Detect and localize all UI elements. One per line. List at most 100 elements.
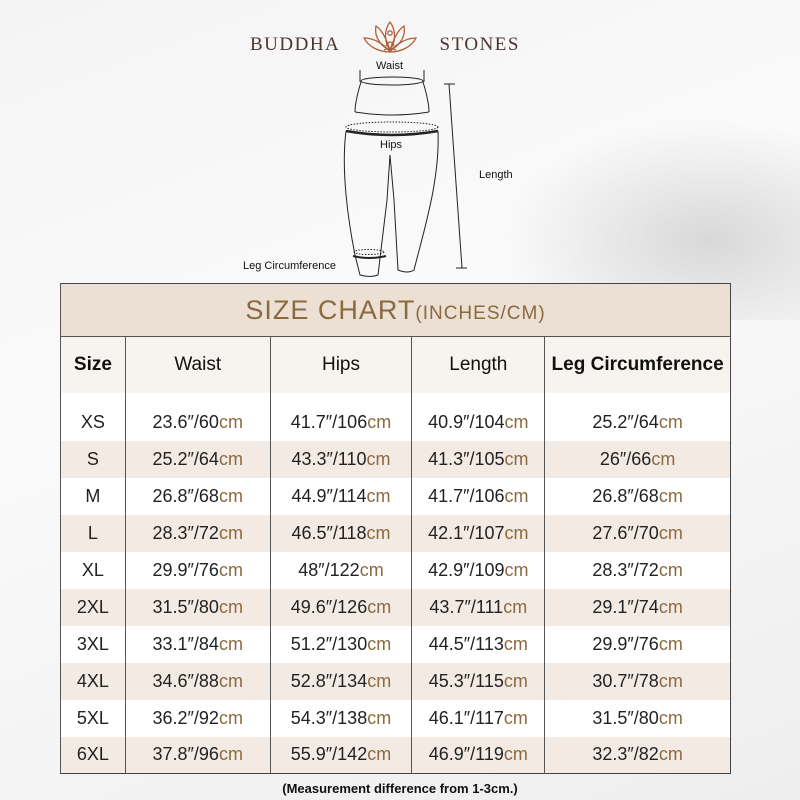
value-inch-cm: 36.2″/92	[152, 707, 219, 728]
unit-cm: cm	[218, 522, 243, 543]
unit-cm: cm	[504, 412, 529, 432]
value-inch-cm: 40.9″/104	[428, 412, 505, 432]
waist-label: Waist	[376, 60, 404, 72]
cell-waist: 26.8″/68cm	[124, 477, 271, 515]
unit-cm: cm	[359, 559, 384, 580]
cell-length: 44.5″/113cm	[411, 625, 545, 663]
unit-cm: cm	[658, 412, 683, 432]
value-inch-cm: 41.3″/105	[428, 448, 505, 469]
cell-length: 43.7″/111cm	[411, 588, 545, 626]
measurement-note: (Measurement difference from 1-3cm.)	[282, 781, 518, 796]
title-units: (INCHES/CM)	[415, 302, 546, 324]
unit-cm: cm	[658, 485, 683, 506]
header-leg-circumference: Leg Circumference	[544, 336, 731, 393]
unit-cm: cm	[367, 670, 392, 691]
value-inch-cm: 26.8″/68	[592, 485, 659, 506]
cell-leg: 25.2″/64cm	[544, 392, 731, 441]
unit-cm: cm	[504, 522, 529, 543]
size-chart-table: SIZE CHART(INCHES/CM) Size Waist Hips Le…	[60, 283, 731, 774]
unit-cm: cm	[503, 596, 528, 617]
cell-hips: 41.7″/106cm	[269, 392, 412, 441]
cell-size: M	[60, 477, 126, 515]
cell-length: 42.9″/109cm	[411, 551, 545, 589]
cell-leg: 28.3″/72cm	[544, 551, 731, 589]
title-text: SIZE CHART	[245, 294, 416, 325]
unit-cm: cm	[658, 633, 683, 654]
unit-cm: cm	[218, 559, 243, 580]
unit-cm: cm	[218, 412, 243, 432]
unit-cm: cm	[504, 559, 529, 580]
brand-left: BUDDHA	[250, 34, 341, 55]
value-inch-cm: 43.3″/110	[291, 448, 367, 469]
unit-cm: cm	[367, 744, 392, 765]
unit-cm: cm	[504, 448, 529, 469]
value-inch-cm: 44.5″/113	[428, 633, 504, 654]
cell-size: XS	[60, 392, 126, 441]
unit-cm: cm	[367, 633, 392, 654]
unit-cm: cm	[218, 485, 243, 506]
table-row: L 28.3″/72cm 46.5″/118cm 42.1″/107cm 27.6″/7…	[60, 514, 731, 552]
value-inch-cm: 42.1″/107	[428, 522, 505, 543]
table-title: SIZE CHART(INCHES/CM)	[60, 283, 731, 337]
value-inch-cm: 26.8″/68	[152, 485, 219, 506]
length-label: Length	[479, 169, 513, 181]
unit-cm: cm	[366, 448, 391, 469]
cell-size: L	[60, 514, 126, 552]
table-row: 2XL 31.5″/80cm 49.6″/126cm 43.7″/111cm 29.1″…	[60, 588, 731, 626]
value-inch-cm: 23.6″/60	[152, 412, 219, 432]
value-inch-cm: 29.9″/76	[592, 633, 659, 654]
cell-waist: 25.2″/64cm	[124, 440, 271, 478]
value-inch-cm: 26″/66	[599, 448, 652, 469]
value-inch-cm: 32.3″/82	[592, 744, 659, 765]
value-inch-cm: 34.6″/88	[152, 670, 219, 691]
cell-waist: 37.8″/96cm	[124, 736, 271, 774]
unit-cm: cm	[366, 485, 391, 506]
unit-cm: cm	[218, 448, 243, 469]
value-inch-cm: 29.9″/76	[152, 559, 219, 580]
cell-length: 46.9″/119cm	[411, 736, 545, 774]
unit-cm: cm	[658, 559, 683, 580]
cell-waist: 34.6″/88cm	[124, 662, 271, 700]
table-row: 6XL 37.8″/96cm 55.9″/142cm 46.9″/119cm 32.3″…	[60, 736, 731, 774]
leg-circumference-label: Leg Circumference	[243, 260, 336, 272]
header-size: Size	[60, 336, 126, 393]
unit-cm: cm	[218, 633, 243, 654]
value-inch-cm: 41.7″/106	[428, 485, 505, 506]
cell-size: 3XL	[60, 625, 126, 663]
value-inch-cm: 44.9″/114	[291, 485, 367, 506]
cell-waist: 36.2″/92cm	[124, 699, 271, 737]
unit-cm: cm	[658, 670, 683, 691]
cell-leg: 31.5″/80cm	[544, 699, 731, 737]
cell-leg: 29.1″/74cm	[544, 588, 731, 626]
table-row: 5XL 36.2″/92cm 54.3″/138cm 46.1″/117cm 31.5″…	[60, 699, 731, 737]
unit-cm: cm	[658, 522, 683, 543]
cell-size: 6XL	[60, 736, 126, 774]
value-inch-cm: 51.2″/130	[290, 633, 368, 654]
unit-cm: cm	[658, 596, 683, 617]
value-inch-cm: 46.5″/118	[291, 522, 367, 543]
table-row: XL 29.9″/76cm 48″/122cm 42.9″/109cm 28.3″/72…	[60, 551, 731, 589]
unit-cm: cm	[658, 707, 683, 728]
cell-waist: 23.6″/60cm	[124, 392, 271, 441]
cell-hips: 55.9″/142cm	[269, 736, 412, 774]
cell-hips: 52.8″/134cm	[269, 662, 412, 700]
value-inch-cm: 48″/122	[298, 559, 360, 580]
value-inch-cm: 33.1″/84	[152, 633, 219, 654]
cell-waist: 28.3″/72cm	[124, 514, 271, 552]
cell-size: XL	[60, 551, 126, 589]
value-inch-cm: 42.9″/109	[428, 559, 505, 580]
cell-leg: 26.8″/68cm	[544, 477, 731, 515]
cell-leg: 32.3″/82cm	[544, 736, 731, 774]
value-inch-cm: 55.9″/142	[290, 744, 368, 765]
cell-size: 5XL	[60, 699, 126, 737]
lotus-meditation-icon	[362, 20, 417, 53]
cell-length: 40.9″/104cm	[411, 392, 545, 441]
value-inch-cm: 28.3″/72	[592, 559, 659, 580]
unit-cm: cm	[366, 522, 391, 543]
table-title-row: SIZE CHART(INCHES/CM)	[60, 283, 731, 337]
unit-cm: cm	[218, 670, 243, 691]
value-inch-cm: 46.1″/117	[428, 707, 504, 728]
header-waist: Waist	[124, 336, 271, 393]
unit-cm: cm	[503, 707, 528, 728]
value-inch-cm: 46.9″/119	[428, 744, 504, 765]
